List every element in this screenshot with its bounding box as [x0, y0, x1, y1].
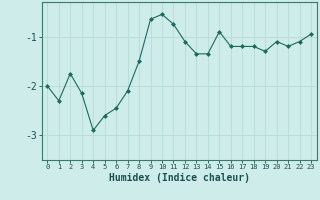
X-axis label: Humidex (Indice chaleur): Humidex (Indice chaleur): [109, 173, 250, 183]
